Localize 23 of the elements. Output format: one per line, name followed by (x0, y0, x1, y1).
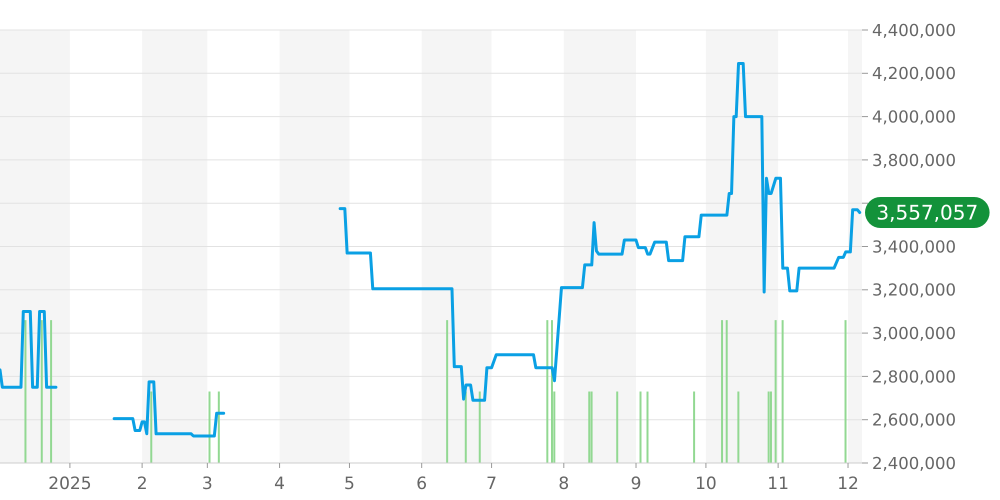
y-tick-label: 4,000,000 (872, 107, 956, 126)
x-tick-label: 9 (630, 474, 642, 494)
x-tick-label: 3 (202, 474, 213, 494)
y-tick-label: 3,200,000 (872, 280, 956, 300)
y-tick-label: 3,400,000 (872, 237, 956, 256)
x-tick-label: 6 (416, 474, 428, 494)
x-tick-label: 8 (558, 474, 570, 494)
x-tick-label: 5 (344, 474, 355, 494)
y-tick-label: 2,400,000 (872, 454, 956, 473)
y-tick-label: 2,600,000 (872, 410, 956, 430)
y-tick-label: 3,800,000 (872, 150, 956, 170)
y-tick-label: 3,000,000 (872, 324, 956, 343)
x-tick-label: 7 (486, 474, 497, 494)
x-tick-label: 11 (767, 474, 789, 494)
y-tick-label: 4,200,000 (872, 64, 956, 84)
y-tick-label: 2,800,000 (872, 367, 956, 386)
x-tick-label: 12 (837, 474, 859, 494)
x-tick-label: 4 (274, 474, 285, 494)
y-tick-label: 4,400,000 (872, 20, 956, 40)
x-tick-label: 2 (136, 474, 148, 494)
x-tick-label: 2025 (48, 474, 92, 494)
text: 3,557,057 (876, 200, 978, 224)
x-tick-label: 10 (695, 474, 717, 494)
